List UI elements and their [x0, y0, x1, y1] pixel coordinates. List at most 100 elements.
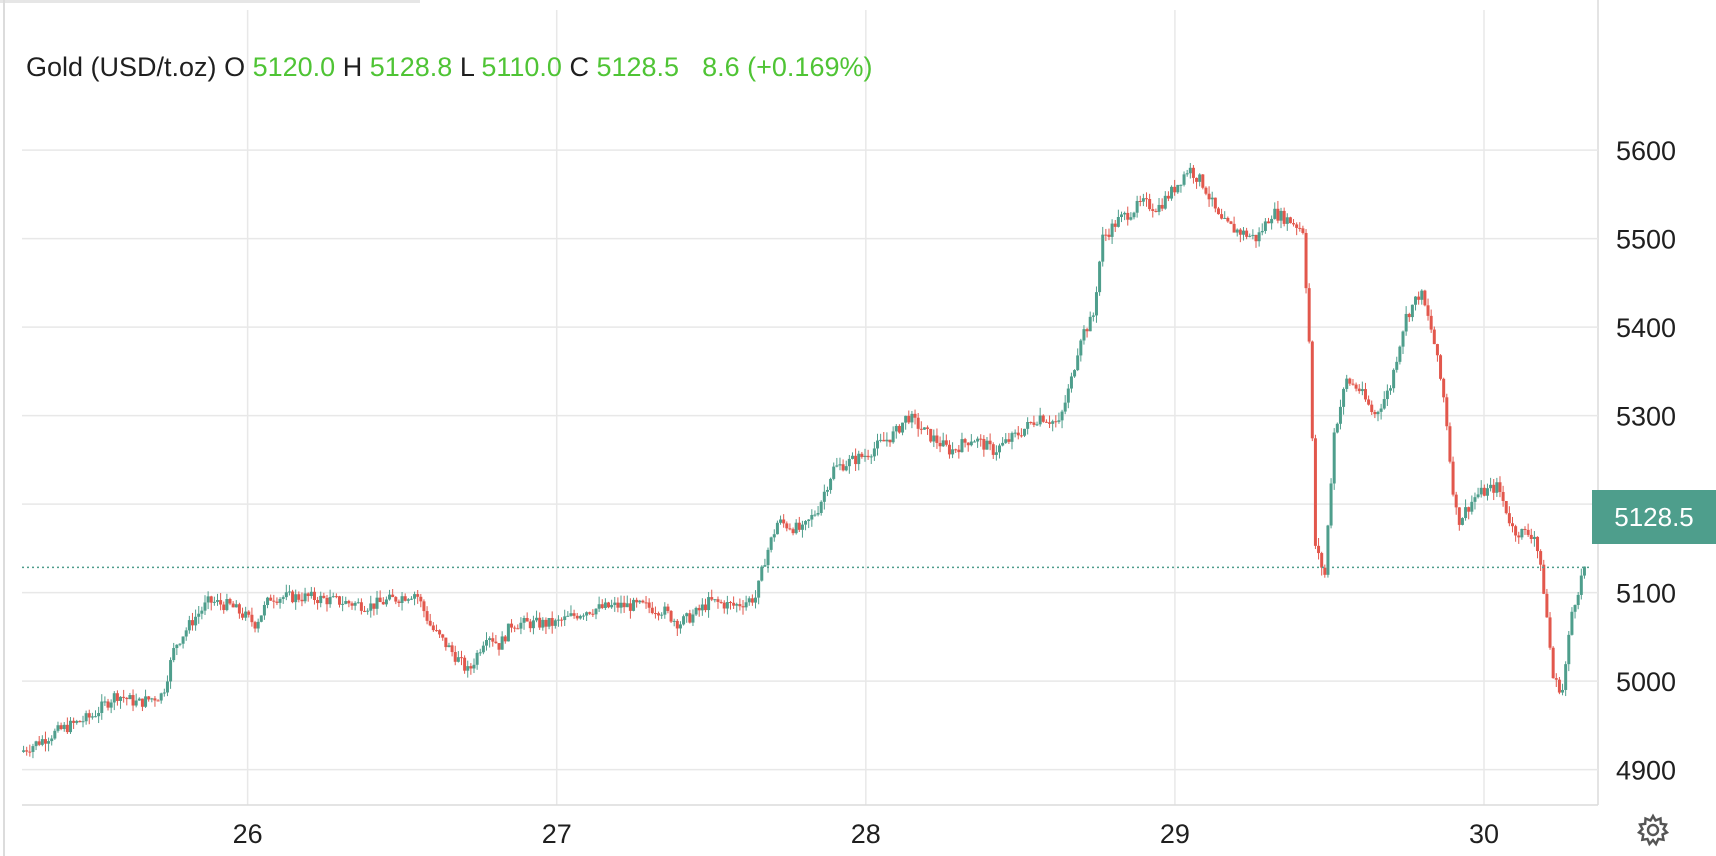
candle-body — [1542, 564, 1546, 594]
candle-body — [1551, 647, 1555, 679]
candle-body — [1307, 288, 1311, 342]
candle-body — [1557, 679, 1561, 693]
candle-body — [322, 595, 326, 598]
candle-body — [1160, 204, 1164, 209]
candle-body — [1038, 415, 1042, 425]
candle-body — [922, 427, 926, 430]
candle-body — [563, 616, 567, 621]
candle-body — [1198, 174, 1202, 182]
candle-body — [813, 514, 817, 516]
candle-body — [200, 610, 204, 614]
candle-body — [1467, 507, 1471, 512]
candle-body — [244, 611, 248, 618]
candle-body — [1348, 378, 1352, 384]
candle-body — [281, 597, 285, 599]
candle-body — [1561, 689, 1565, 693]
candle-body — [291, 591, 295, 603]
candle-body — [1054, 421, 1058, 423]
candle-body — [1554, 678, 1558, 680]
candle-body — [1073, 370, 1077, 377]
candle-body — [1473, 497, 1477, 502]
candle-body — [212, 601, 216, 603]
candle-body — [234, 604, 238, 608]
candle-body — [766, 549, 770, 566]
candle-body — [1248, 235, 1252, 237]
candle-body — [1417, 296, 1421, 300]
candle-body — [144, 696, 148, 707]
candle-body — [603, 602, 607, 608]
candle-body — [1536, 536, 1540, 552]
candle-body — [1432, 329, 1436, 345]
candle-body — [356, 602, 360, 604]
candle-body — [832, 466, 836, 479]
candle-body — [738, 604, 742, 607]
candle-body — [860, 453, 864, 457]
candle-body — [891, 431, 895, 443]
candle-body — [1010, 433, 1014, 442]
candle-body — [1335, 423, 1339, 433]
candle-body — [1445, 397, 1449, 427]
candle-body — [237, 604, 241, 614]
candle-body — [1173, 186, 1177, 193]
candle-body — [1251, 234, 1255, 236]
candle-body — [1273, 208, 1277, 219]
candle-body — [985, 440, 989, 450]
candle-body — [1238, 229, 1242, 235]
candle-body — [1414, 296, 1418, 305]
candle-body — [782, 519, 786, 524]
candle-body — [466, 666, 470, 671]
candle-body — [441, 634, 445, 638]
candle-body — [1069, 376, 1073, 389]
candle-body — [1389, 388, 1392, 391]
candle-body — [1514, 526, 1518, 536]
candle-body — [1520, 528, 1524, 538]
candle-body — [128, 695, 132, 700]
candle-body — [1489, 484, 1493, 489]
candle-body — [519, 622, 523, 629]
candle-body — [1098, 261, 1102, 293]
candle-body — [1235, 229, 1239, 233]
candle-body — [660, 614, 664, 616]
candle-body — [522, 618, 526, 623]
candle-body — [1145, 198, 1149, 200]
candle-body — [1351, 383, 1355, 385]
candle-body — [741, 606, 745, 608]
candle-body — [794, 522, 798, 534]
candle-body — [1576, 594, 1580, 606]
candle-body — [1148, 198, 1152, 210]
candle-body — [1429, 315, 1433, 330]
candle-body — [1044, 421, 1048, 423]
candle-body — [119, 696, 123, 701]
gear-icon[interactable] — [1636, 813, 1670, 847]
candle-body — [775, 522, 779, 535]
candle-body — [578, 615, 582, 619]
candle-body — [1076, 355, 1080, 371]
candle-body — [1498, 482, 1502, 492]
candle-body — [641, 600, 645, 603]
candle-body — [678, 624, 682, 629]
candle-body — [904, 415, 908, 423]
candle-body — [56, 725, 60, 731]
candle-body — [591, 613, 595, 615]
last-price-tag: 5128.5 — [1592, 490, 1716, 544]
candle-body — [485, 639, 489, 646]
candle-body — [328, 597, 332, 605]
candle-body — [1363, 389, 1367, 400]
candle-body — [75, 720, 79, 723]
candle-body — [334, 596, 338, 598]
candle-body — [341, 603, 345, 605]
candle-body — [829, 478, 833, 490]
candle-body — [300, 599, 304, 602]
candle-body — [1229, 221, 1233, 224]
candle-body — [976, 438, 980, 442]
candle-body — [1338, 406, 1342, 424]
candle-body — [478, 652, 482, 654]
candle-body — [682, 616, 686, 625]
candle-body — [425, 611, 429, 621]
candle-body — [28, 751, 32, 753]
candle-body — [203, 602, 207, 611]
y-tick-label: 5000 — [1616, 667, 1676, 697]
candle-body — [663, 606, 667, 615]
